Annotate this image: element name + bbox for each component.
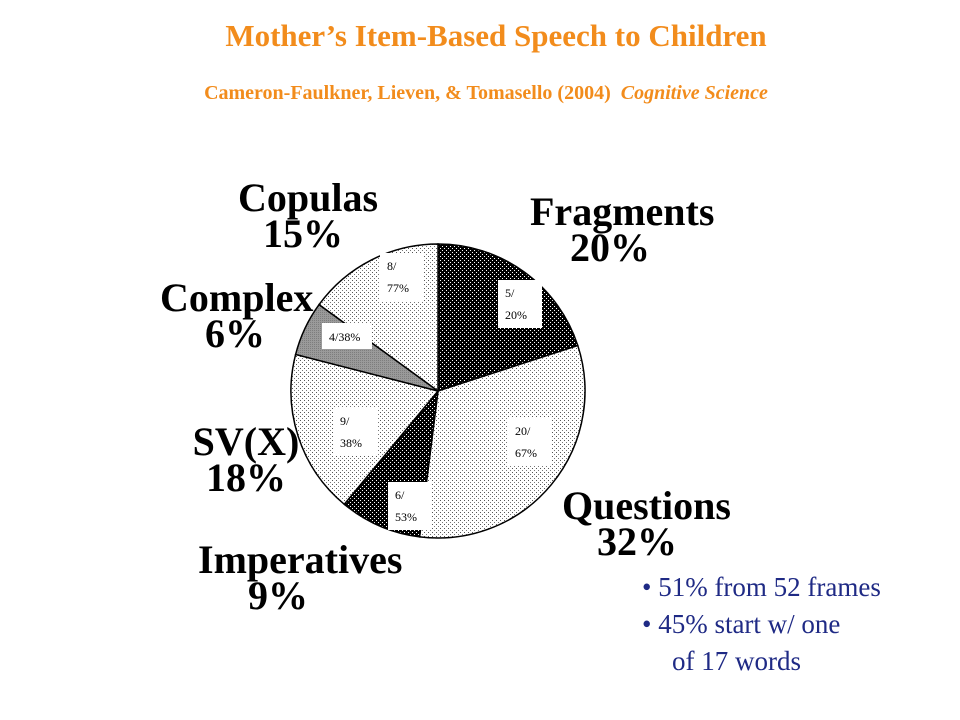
summary-bullets: • 51% from 52 frames • 45% start w/ one …	[642, 569, 881, 680]
slice-box-bg	[388, 482, 432, 530]
slice-box-bg	[322, 323, 372, 349]
pie-slice-questions	[418, 344, 586, 539]
label-imperatives: Imperatives 9%	[198, 537, 403, 618]
slice-box-text: 77%	[387, 281, 409, 295]
label-fragments: Fragments 20%	[530, 189, 715, 270]
slice-box-complex: 4/38%	[322, 323, 372, 349]
bullet-start-words: • 45% start w/ one	[642, 609, 841, 639]
slice-box-text: 4/38%	[329, 330, 360, 344]
slice-box-bg	[508, 418, 552, 466]
slice-box-text: 20/	[515, 424, 531, 438]
label-complex-name: Complex	[160, 275, 314, 320]
slice-boxes: 5/20%20/67%6/53%9/38%4/38%8/77%	[322, 253, 552, 530]
citation-journal: Cognitive Science	[620, 82, 768, 104]
label-complex: Complex 6%	[160, 275, 314, 356]
slice-box-fragments: 5/20%	[498, 280, 542, 328]
label-imperatives-name: Imperatives	[198, 537, 403, 582]
label-questions-percent: 32%	[597, 519, 677, 564]
slice-box-text: 53%	[395, 510, 417, 524]
slice-box-text: 9/	[340, 414, 350, 428]
slice-box-copulas: 8/77%	[380, 253, 424, 301]
slice-box-bg	[333, 408, 377, 456]
slice-box-bg	[380, 253, 424, 301]
label-fragments-name: Fragments	[530, 189, 715, 234]
slice-box-text: 38%	[340, 436, 362, 450]
label-complex-percent: 6%	[205, 311, 265, 356]
slice-box-text: 6/	[395, 488, 405, 502]
label-copulas-percent: 15%	[263, 211, 343, 256]
label-imperatives-percent: 9%	[248, 573, 308, 618]
slice-box-sv-x: 9/38%	[333, 408, 377, 456]
label-svx-percent: 18%	[206, 455, 286, 500]
label-copulas: Copulas 15%	[238, 175, 379, 256]
slice-box-text: 8/	[387, 259, 397, 273]
slice-box-text: 5/	[505, 286, 515, 300]
slice-box-questions: 20/67%	[508, 418, 552, 466]
label-questions: Questions 32%	[562, 483, 731, 564]
label-copulas-name: Copulas	[238, 175, 379, 220]
slice-box-text: 67%	[515, 446, 537, 460]
bullet-start-words-cont: of 17 words	[672, 646, 801, 676]
citation-authors: Cameron-Faulkner, Lieven, & Tomasello (2…	[204, 82, 611, 104]
bullet-frames: • 51% from 52 frames	[642, 572, 881, 602]
label-fragments-percent: 20%	[570, 225, 650, 270]
citation: Cameron-Faulkner, Lieven, & Tomasello (2…	[0, 82, 960, 105]
page-title: Mother’s Item-Based Speech to Children	[225, 18, 767, 53]
slice-box-imperatives: 6/53%	[388, 482, 432, 530]
label-svx-name: SV(X)	[192, 419, 300, 464]
slice-box-bg	[498, 280, 542, 328]
slice-box-text: 20%	[505, 308, 527, 322]
label-questions-name: Questions	[562, 483, 731, 528]
label-svx: SV(X) 18%	[186, 419, 306, 500]
